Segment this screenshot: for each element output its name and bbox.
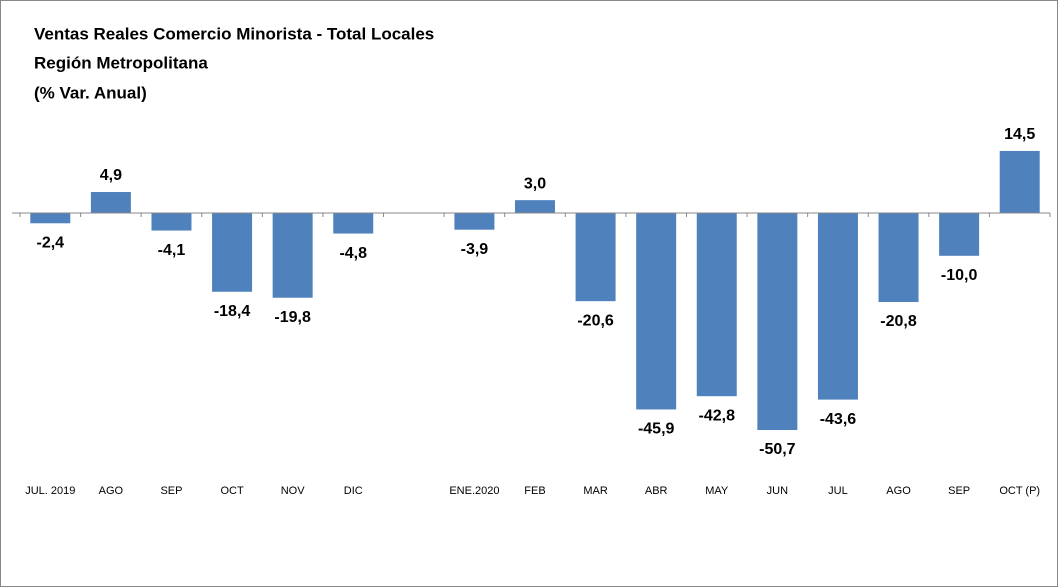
data-label: -43,6 bbox=[820, 411, 857, 428]
bar bbox=[90, 192, 131, 213]
bar bbox=[272, 213, 313, 298]
bar bbox=[878, 213, 919, 303]
bar bbox=[757, 213, 798, 430]
x-tick-label: OCT bbox=[220, 485, 244, 497]
x-tick-label: ENE.2020 bbox=[449, 485, 499, 497]
bar bbox=[454, 213, 495, 230]
x-tick-label: AGO bbox=[886, 485, 911, 497]
bar bbox=[817, 213, 858, 400]
data-label: 4,9 bbox=[100, 167, 122, 184]
x-tick-label: FEB bbox=[524, 485, 545, 497]
bar bbox=[212, 213, 253, 292]
data-label: -20,8 bbox=[880, 313, 917, 330]
chart-title: Región Metropolitana bbox=[34, 53, 208, 72]
x-tick-label: MAR bbox=[583, 485, 608, 497]
data-label: -4,8 bbox=[339, 245, 367, 262]
data-label: -20,6 bbox=[577, 312, 614, 329]
x-tick-label: ABR bbox=[645, 485, 668, 497]
chart-title: (% Var. Anual) bbox=[34, 83, 147, 102]
bar bbox=[939, 213, 980, 256]
bar bbox=[696, 213, 737, 397]
bar bbox=[333, 213, 374, 234]
data-label: -4,1 bbox=[158, 242, 186, 259]
x-tick-label: SEP bbox=[948, 485, 970, 497]
x-tick-label: AGO bbox=[99, 485, 124, 497]
data-label: -10,0 bbox=[941, 267, 978, 284]
bar bbox=[575, 213, 616, 302]
data-label: -18,4 bbox=[214, 303, 251, 320]
x-tick-label: MAY bbox=[705, 485, 729, 497]
bar bbox=[151, 213, 192, 231]
data-label: -19,8 bbox=[274, 309, 311, 326]
x-tick-label: NOV bbox=[281, 485, 306, 497]
data-label: 14,5 bbox=[1004, 126, 1035, 143]
data-label: -3,9 bbox=[461, 241, 489, 258]
data-label: -45,9 bbox=[638, 421, 675, 438]
bar bbox=[515, 200, 555, 213]
x-tick-label: JUL. 2019 bbox=[25, 485, 75, 497]
chart-title: Ventas Reales Comercio Minorista - Total… bbox=[34, 24, 434, 43]
x-tick-label: SEP bbox=[160, 485, 182, 497]
data-label: 3,0 bbox=[524, 175, 546, 192]
x-tick-label: OCT (P) bbox=[999, 485, 1040, 497]
data-label: -2,4 bbox=[37, 234, 65, 251]
data-label: -42,8 bbox=[699, 407, 736, 424]
bar bbox=[30, 213, 71, 224]
bar bbox=[999, 150, 1040, 213]
bar bbox=[636, 213, 677, 410]
x-tick-label: JUN bbox=[767, 485, 788, 497]
data-label: -50,7 bbox=[759, 441, 796, 458]
x-tick-label: JUL bbox=[828, 485, 848, 497]
x-tick-label: DIC bbox=[344, 485, 363, 497]
